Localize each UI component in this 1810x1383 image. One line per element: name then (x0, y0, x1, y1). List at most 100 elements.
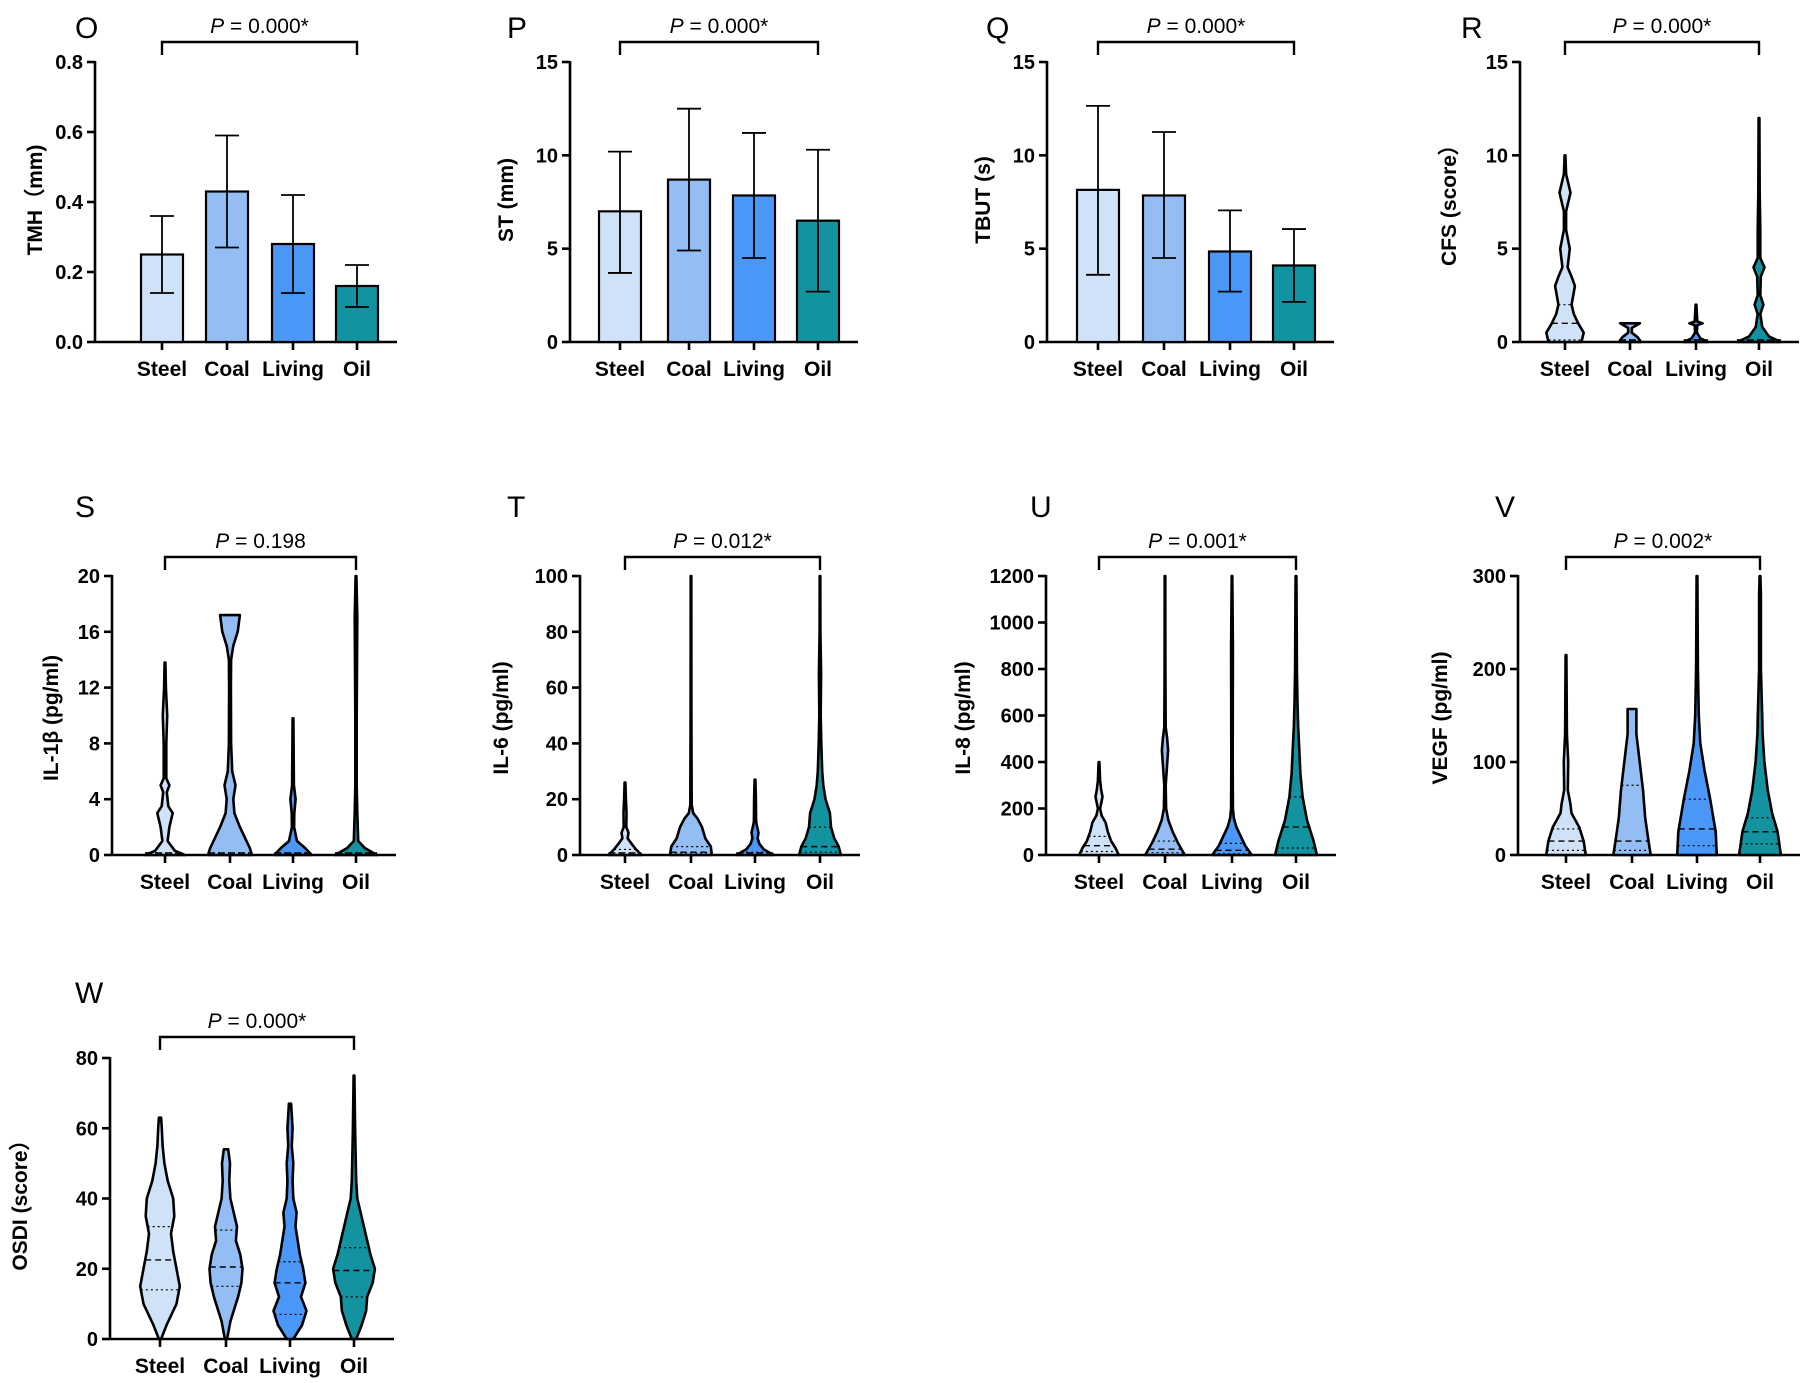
x-tick-label-coal: Coal (666, 358, 712, 381)
y-tick-label: 40 (76, 1189, 98, 1211)
p-value-label: P = 0.000* (210, 15, 309, 38)
x-tick-label-living: Living (262, 358, 324, 381)
x-tick-label-steel: Steel (1073, 358, 1123, 381)
x-tick-label-steel: Steel (135, 1355, 185, 1378)
x-tick-label-living: Living (723, 358, 785, 381)
violin-oil (1735, 116, 1783, 344)
x-tick-label-oil: Oil (804, 358, 832, 381)
x-tick-label-steel: Steel (1541, 871, 1591, 894)
x-tick-label-coal: Coal (203, 1355, 249, 1378)
x-tick-label-steel: Steel (600, 871, 650, 894)
x-tick-label-oil: Oil (1280, 358, 1308, 381)
y-tick-label: 16 (78, 622, 100, 644)
p-symbol: P (208, 1010, 222, 1033)
p-value-label: P = 0.198 (215, 530, 306, 553)
x-tick-label-oil: Oil (342, 871, 370, 894)
p-value: = 0.198 (229, 530, 305, 553)
y-tick-label: 0 (547, 332, 558, 354)
panel-S: S IL-1β (pg/ml) 0 4 8 12 16 20 Steel Coal Living Oi… (40, 491, 396, 894)
significance-bracket (1096, 40, 1296, 55)
x-tick-label-living: Living (1201, 871, 1263, 894)
panel-V: V VEGF (pg/ml) 0 100 200 300 Steel Coal Living Oi… (1429, 491, 1800, 894)
x-tick-label-oil: Oil (1746, 871, 1774, 894)
y-tick-label: 4 (89, 789, 101, 811)
x-tick-label-living: Living (1199, 358, 1261, 381)
violin-coal (1612, 707, 1652, 857)
panel-R: R CFS (score） 0 5 10 15 Steel Coal Living Oil P = … (1437, 12, 1799, 381)
significance-bracket (160, 40, 359, 55)
y-tick-label: 0.4 (55, 192, 84, 214)
y-tick-label: 20 (546, 789, 568, 811)
violin-living (1675, 574, 1719, 857)
x-tick-label-coal: Coal (1141, 358, 1187, 381)
violin-living (272, 1102, 308, 1341)
x-tick-label-steel: Steel (137, 358, 187, 381)
p-symbol: P (1613, 15, 1627, 38)
y-tick-label: 1200 (990, 566, 1035, 588)
panel-letter: R (1461, 12, 1483, 45)
x-tick-label-steel: Steel (1540, 358, 1590, 381)
panel-Q: Q TBUT (s) 0 5 10 15 Steel Coal Living Oil P = 0.0… (972, 12, 1334, 381)
violin-living (1682, 303, 1710, 344)
y-tick-label: 12 (78, 678, 100, 700)
y-tick-label: 5 (1024, 239, 1035, 261)
x-tick-label-living: Living (724, 871, 786, 894)
y-tick-label: 10 (1013, 145, 1035, 167)
y-tick-label: 0 (557, 845, 568, 867)
y-tick-label: 0 (1497, 332, 1508, 354)
y-axis-label: IL-1β (pg/ml) (40, 655, 63, 781)
p-symbol: P (1147, 15, 1161, 38)
y-axis-label: TBUT (s) (972, 156, 995, 244)
p-symbol: P (210, 15, 224, 38)
x-tick-label-steel: Steel (1074, 871, 1124, 894)
significance-bracket (1097, 555, 1298, 570)
y-tick-label: 40 (546, 733, 568, 755)
violin-steel (138, 1116, 182, 1341)
p-symbol: P (1148, 530, 1162, 553)
p-value-label: P = 0.012* (673, 530, 772, 553)
bar-oil (334, 284, 380, 344)
p-value-label: P = 0.001* (1148, 530, 1247, 553)
x-tick-label-coal: Coal (1609, 871, 1655, 894)
x-tick-label-living: Living (262, 871, 324, 894)
x-tick-label-coal: Coal (668, 871, 714, 894)
panel-letter: Q (986, 12, 1009, 45)
p-value: = 0.002* (1628, 530, 1713, 553)
y-axis-label: VEGF (pg/ml) (1429, 652, 1452, 785)
y-axis-label: OSDI (score） (8, 1129, 32, 1270)
violin-coal (1617, 322, 1643, 344)
y-tick-label: 15 (1013, 52, 1035, 74)
x-tick-label-coal: Coal (204, 358, 250, 381)
y-tick-label: 0 (1024, 332, 1035, 354)
violin-oil (1273, 574, 1319, 857)
y-tick-label: 1000 (990, 613, 1035, 635)
y-tick-label: 600 (1001, 706, 1034, 728)
y-tick-label: 0 (1023, 845, 1034, 867)
y-tick-label: 0.8 (55, 52, 83, 74)
y-tick-label: 400 (1001, 752, 1034, 774)
significance-bracket (163, 555, 358, 570)
y-tick-label: 10 (1486, 145, 1508, 167)
significance-bracket (623, 555, 822, 570)
x-tick-label-steel: Steel (595, 358, 645, 381)
y-tick-label: 800 (1001, 659, 1034, 681)
violin-coal (668, 574, 714, 857)
y-tick-label: 8 (89, 733, 100, 755)
panel-letter: O (75, 12, 98, 45)
y-tick-label: 10 (536, 145, 558, 167)
p-symbol: P (1614, 530, 1628, 553)
p-value: = 0.001* (1162, 530, 1247, 553)
panel-letter: W (75, 977, 104, 1010)
violin-living (273, 717, 313, 857)
y-tick-label: 0 (87, 1329, 98, 1351)
violin-oil (1737, 574, 1783, 857)
significance-bracket (1564, 555, 1762, 570)
x-tick-label-living: Living (1665, 358, 1727, 381)
x-tick-label-oil: Oil (1282, 871, 1310, 894)
y-tick-label: 0.6 (55, 122, 83, 144)
p-value: = 0.000* (1627, 15, 1712, 38)
panel-P: P ST (mm) 0 5 10 15 Steel Coal Living Oil P = 0.00… (495, 12, 858, 381)
violin-steel (143, 661, 187, 857)
p-symbol: P (670, 15, 684, 38)
x-tick-label-oil: Oil (340, 1355, 368, 1378)
